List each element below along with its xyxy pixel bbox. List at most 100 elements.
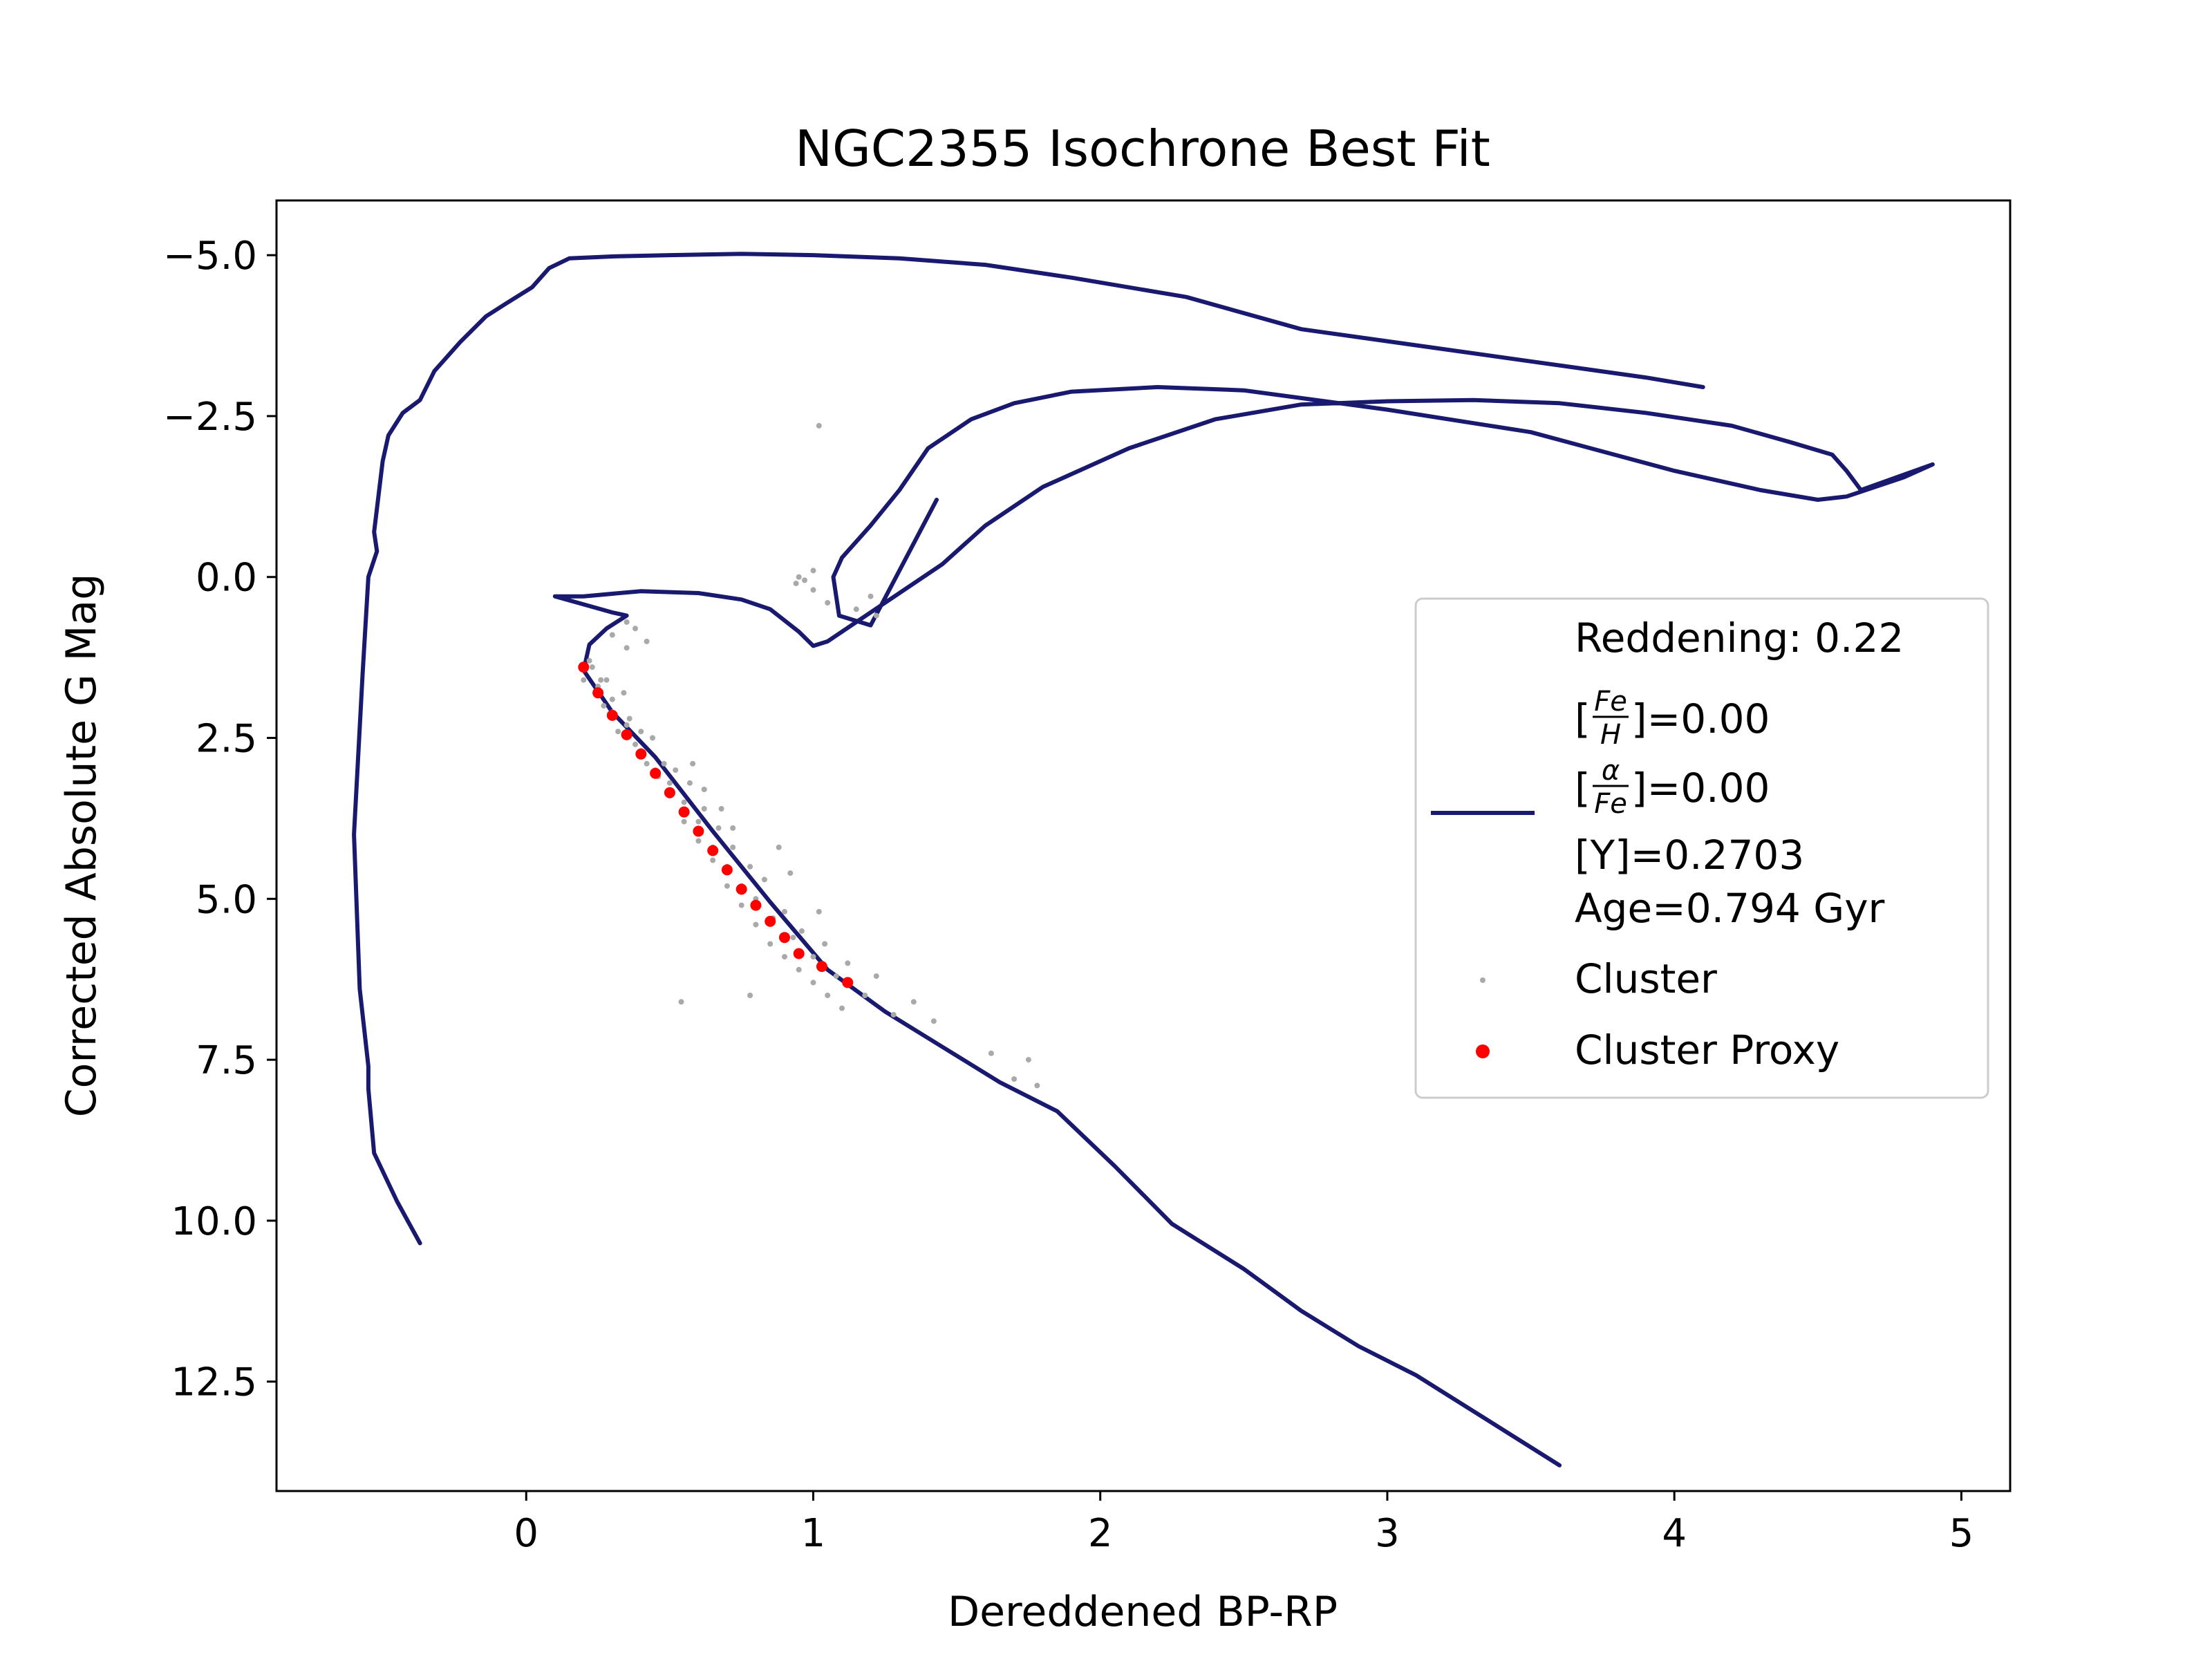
cluster-point [598,677,604,683]
cluster-point [868,593,874,599]
cluster-proxy-point [606,709,618,721]
x-tick-label: 3 [1375,1511,1400,1556]
legend: Reddening: 0.22 [ Fe H ]=0.00 [ α Fe ]=0… [1414,597,1989,1099]
x-axis: 0 1 2 3 4 5 [514,1491,1974,1556]
cluster-point [609,696,615,702]
isochrone-line-2 [352,252,1705,1246]
cluster-point [873,612,879,619]
cluster-point [695,818,702,825]
cluster-point [644,638,650,644]
cluster-point [644,760,650,767]
cluster-point [747,993,753,998]
cluster-proxy-point [578,662,590,673]
y-axis: −5.0 −2.5 0.0 2.5 5.0 7.5 10.0 12.5 [163,234,276,1405]
isochrone-line-1 [552,385,1935,1468]
cluster-proxy-point [592,687,604,699]
legend-box [1414,597,1989,1099]
y-tick-label: 10.0 [171,1199,257,1244]
x-tick-label: 1 [801,1511,826,1556]
cluster-point [798,928,805,934]
legend-feh-open: [ [1575,695,1591,742]
legend-y: [Y]=0.2703 [1575,832,1804,879]
cluster-proxy-point [816,961,827,973]
cluster-point [747,863,753,870]
cluster-point [690,760,696,767]
legend-age: Age=0.794 Gyr [1575,885,1885,932]
legend-reddening: Reddening: 0.22 [1575,615,1904,662]
cluster-proxy-point [765,915,776,927]
cluster-point [661,760,667,767]
cluster-point [666,780,673,786]
y-tick-label: 12.5 [171,1360,257,1405]
y-tick-label: −5.0 [163,234,257,279]
cluster-point [825,600,831,606]
cluster-point [767,941,774,947]
x-tick-label: 5 [1949,1511,1974,1556]
cluster-point [681,799,687,805]
cluster-proxy-point [779,932,790,944]
y-tick-label: 2.5 [196,717,257,762]
cluster-point [730,825,736,831]
cluster-point [638,729,644,735]
cluster-point [695,838,702,844]
legend-feh-denominator: H [1600,719,1621,751]
cluster-point [787,870,794,877]
axes-frame [275,199,2012,1492]
cluster-proxy-point [707,845,719,856]
y-tick-label: −2.5 [163,395,257,440]
cluster-point [730,844,736,850]
cluster-point [810,954,816,960]
cluster-point [621,690,627,696]
cluster-point [650,735,655,741]
y-axis-label: Corrected Absolute G Mag [57,574,106,1118]
cluster-point [581,677,587,683]
plot-area [275,199,2012,1492]
x-tick-label: 2 [1088,1511,1113,1556]
cluster-point [810,980,816,986]
cluster-point [793,581,799,586]
cluster-point [601,703,607,709]
cluster-point [624,619,630,625]
cluster-point [890,1011,897,1018]
cluster-proxy-point [650,767,662,779]
cluster-point [701,806,707,812]
cluster-point [609,632,615,638]
cluster-point [724,883,730,889]
chart-title: NGC2355 Isochrone Best Fit [795,120,1490,178]
legend-alpha-value: ]=0.00 [1631,765,1770,812]
cluster-point [753,921,759,928]
cluster-point [632,626,638,632]
cluster-point [624,722,630,728]
cluster-point [873,973,879,980]
legend-feh-numerator: Fe [1594,686,1627,718]
cluster-point [761,877,767,883]
cluster-point [782,908,787,915]
cluster-point [910,999,917,1005]
cluster-point [710,857,716,863]
cluster-point [810,587,816,593]
cluster-point [673,767,679,774]
cluster-point [678,999,684,1005]
cluster-point [701,787,707,792]
y-tick-label: 5.0 [196,877,257,922]
cluster-point [715,825,722,831]
cluster-proxy-point [793,948,805,959]
legend-proxy-label: Cluster Proxy [1575,1027,1839,1074]
cluster-proxy-point [735,883,747,895]
cluster-point [825,993,831,998]
cluster-point [1025,1057,1031,1063]
cluster-point [615,729,621,735]
cluster-proxy-point [678,806,690,818]
cluster-point [738,902,744,908]
cluster-point [1034,1082,1040,1089]
cluster-proxy-point [721,864,733,876]
cluster-point [833,973,839,980]
cluster-point [624,645,630,651]
cluster-point [845,960,851,966]
cluster-point [603,677,610,683]
cluster-point [839,1005,845,1011]
cluster-point [810,568,816,574]
cluster-proxy-point [635,748,647,760]
cluster-point [586,657,592,664]
